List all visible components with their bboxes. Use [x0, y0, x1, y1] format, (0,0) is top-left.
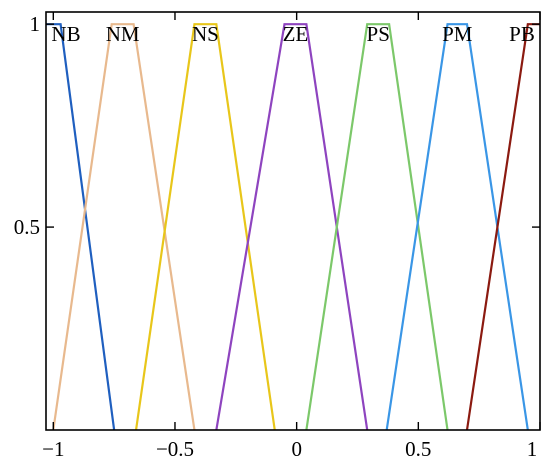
series-label-ze: ZE	[283, 22, 309, 46]
series-label-pm: PM	[442, 22, 473, 46]
series-label-nb: NB	[51, 22, 80, 46]
y-tick-label: 0.5	[14, 215, 40, 239]
series-label-ns: NS	[192, 22, 219, 46]
series-label-pb: PB	[509, 22, 535, 46]
series-line-pm	[385, 23, 529, 431]
labels-layer: NB NM NS ZE PS PM PB	[51, 22, 534, 46]
series-label-nm: NM	[106, 22, 140, 46]
series-label-ps: PS	[367, 22, 390, 46]
series-line-pb	[465, 23, 540, 431]
y-tick-label: 1	[30, 12, 41, 36]
series-line-nm	[52, 23, 196, 431]
series-layer	[46, 23, 540, 431]
x-tick-label: 0.5	[405, 437, 431, 461]
series-line-ps	[305, 23, 449, 431]
axes-layer: −1 −0.5 0 0.5 1 0.5 1	[14, 11, 541, 461]
series-line-ns	[134, 23, 276, 431]
x-tick-label: 0	[291, 437, 302, 461]
plot-frame	[45, 11, 541, 431]
series-line-ze	[215, 23, 369, 431]
x-tick-label: −0.5	[156, 437, 194, 461]
x-tick-label: 1	[527, 437, 538, 461]
x-tick-label: −1	[42, 437, 64, 461]
